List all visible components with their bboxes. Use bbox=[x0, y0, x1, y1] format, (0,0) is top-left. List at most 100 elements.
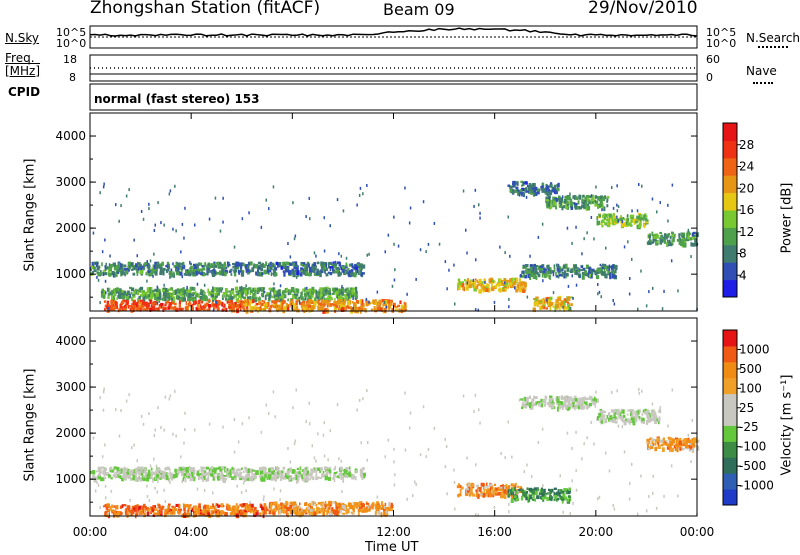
velocity-cell bbox=[98, 467, 101, 471]
velocity-cell bbox=[561, 405, 564, 408]
velocity-cell bbox=[117, 511, 121, 514]
power-cell bbox=[126, 292, 128, 295]
velocity-cell bbox=[158, 504, 160, 508]
velocity-cell bbox=[234, 418, 236, 421]
power-cell bbox=[613, 207, 615, 210]
velocity-cell bbox=[671, 464, 673, 467]
velocity-cell bbox=[567, 432, 569, 435]
power-cell bbox=[616, 216, 618, 219]
power-cell bbox=[111, 290, 114, 294]
power-cell bbox=[271, 296, 273, 299]
power-cell bbox=[246, 269, 248, 273]
power-cell bbox=[225, 288, 228, 292]
power-cell bbox=[247, 296, 249, 299]
power-cell bbox=[302, 307, 304, 310]
velocity-cell bbox=[317, 508, 321, 511]
power-cell bbox=[479, 217, 481, 220]
velocity-cell bbox=[549, 396, 553, 398]
velocity-cell bbox=[236, 470, 238, 473]
velocity-cell bbox=[677, 494, 679, 497]
velocity-cell bbox=[129, 499, 131, 502]
velocity-cell bbox=[266, 404, 268, 407]
velocity-cell bbox=[103, 505, 106, 507]
velocity-cell bbox=[565, 407, 567, 410]
velocity-cell bbox=[155, 429, 157, 432]
velocity-cell bbox=[366, 389, 368, 392]
power-cell bbox=[504, 251, 506, 254]
power-cell bbox=[249, 296, 251, 299]
power-cell bbox=[335, 305, 338, 308]
power-cell bbox=[218, 264, 220, 267]
power-cell bbox=[575, 205, 577, 210]
power-cell bbox=[292, 201, 294, 204]
power-cell bbox=[107, 297, 110, 299]
velocity-cell bbox=[143, 423, 145, 426]
velocity-cell bbox=[243, 471, 245, 474]
power-cell bbox=[273, 282, 275, 285]
power-cell bbox=[515, 187, 518, 190]
power-cell bbox=[291, 287, 294, 290]
velocity-cell bbox=[529, 406, 531, 408]
power-cell bbox=[529, 255, 531, 258]
velocity-cell bbox=[597, 416, 599, 420]
power-cell bbox=[186, 270, 188, 274]
velocity-cell bbox=[98, 473, 101, 476]
velocity-cell bbox=[536, 402, 538, 405]
power-cell bbox=[147, 287, 149, 292]
power-cell bbox=[198, 269, 200, 272]
power-cell bbox=[209, 218, 211, 221]
velocity-cell bbox=[206, 467, 209, 470]
power-cell bbox=[332, 288, 335, 291]
power-cell bbox=[457, 285, 459, 288]
velocity-cell bbox=[119, 435, 121, 438]
power-cell bbox=[115, 203, 117, 206]
velocity-cell bbox=[405, 449, 407, 452]
power-cell bbox=[559, 307, 561, 311]
power-cell bbox=[548, 272, 550, 275]
velocity-cell bbox=[460, 489, 462, 494]
power-cell bbox=[172, 228, 174, 231]
velocity-cell bbox=[138, 473, 140, 476]
power-cell bbox=[355, 267, 358, 270]
velocity-cell bbox=[238, 469, 241, 471]
power-cell bbox=[271, 305, 273, 308]
power-cell bbox=[103, 272, 105, 276]
velocity-cell bbox=[547, 402, 549, 405]
power-cell bbox=[170, 287, 173, 289]
velocity-cell bbox=[146, 485, 148, 488]
power-cell bbox=[313, 269, 316, 273]
velocity-cell bbox=[566, 400, 569, 403]
velocity-cell bbox=[478, 494, 480, 499]
velocity-cell bbox=[212, 491, 214, 494]
power-cell bbox=[238, 270, 240, 273]
velocity-cell bbox=[568, 488, 571, 491]
velocity-cell bbox=[221, 467, 224, 470]
velocity-cell bbox=[581, 397, 584, 401]
power-cell bbox=[235, 287, 238, 291]
velocity-cell bbox=[428, 448, 430, 451]
power-cell bbox=[694, 238, 697, 243]
power-cell bbox=[543, 268, 545, 272]
velocity-cell bbox=[156, 474, 159, 478]
power-cell bbox=[243, 263, 245, 266]
power-cell bbox=[352, 263, 354, 268]
power-cell bbox=[557, 198, 560, 201]
power-cell bbox=[239, 293, 241, 296]
power-cell bbox=[289, 263, 292, 266]
power-cell bbox=[546, 299, 548, 302]
velocity-cell bbox=[311, 512, 314, 516]
velocity-cell bbox=[315, 477, 318, 480]
power-cell bbox=[531, 270, 533, 273]
power-cell bbox=[271, 289, 273, 292]
power-cell bbox=[165, 295, 167, 298]
velocity-cell bbox=[571, 447, 573, 450]
power-cell bbox=[158, 289, 161, 291]
power-cell bbox=[300, 264, 303, 266]
power-cell bbox=[478, 203, 480, 206]
velocity-cell bbox=[194, 429, 196, 432]
velocity-cell bbox=[107, 512, 109, 515]
velocity-cell bbox=[675, 448, 678, 451]
velocity-cell bbox=[201, 476, 203, 479]
velocity-cell bbox=[147, 474, 150, 479]
velocity-cell bbox=[295, 440, 297, 443]
